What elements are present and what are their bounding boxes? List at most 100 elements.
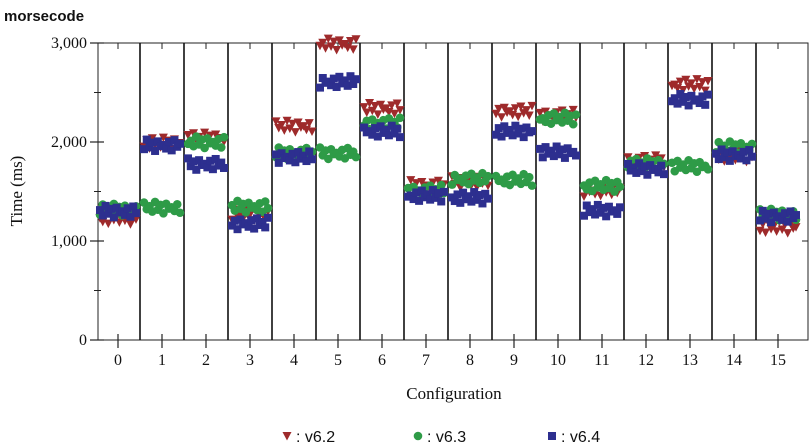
data-point-v6-2 bbox=[791, 223, 801, 232]
data-point-v6-2 bbox=[411, 179, 421, 188]
data-point-v6-4 bbox=[390, 129, 399, 138]
x-tick-label: 7 bbox=[422, 352, 430, 369]
x-tick-label: 15 bbox=[770, 352, 786, 369]
data-point-v6-4 bbox=[288, 149, 297, 158]
data-point-v6-2 bbox=[689, 84, 699, 94]
data-point-v6-4 bbox=[728, 147, 737, 156]
data-point-v6-4 bbox=[684, 101, 693, 110]
data-point-v6-4 bbox=[252, 214, 261, 223]
legend-marker-v6-2 bbox=[282, 432, 292, 441]
data-point-v6-4 bbox=[660, 170, 668, 179]
data-point-v6-2 bbox=[535, 108, 545, 118]
data-point-v6-4 bbox=[360, 123, 368, 132]
data-point-v6-4 bbox=[294, 148, 303, 157]
data-point-v6-4 bbox=[206, 156, 215, 165]
data-point-v6-4 bbox=[588, 205, 597, 214]
legend-marker-v6-3 bbox=[413, 431, 423, 441]
data-point-v6-2 bbox=[359, 103, 369, 112]
data-point-v6-4 bbox=[695, 99, 704, 108]
legend-label: : v6.3 bbox=[427, 429, 466, 446]
data-point-v6-2 bbox=[282, 116, 292, 126]
data-point-v6-2 bbox=[321, 44, 331, 53]
data-point-v6-2 bbox=[293, 118, 303, 128]
data-point-v6-4 bbox=[129, 202, 138, 211]
data-point-v6-4 bbox=[208, 165, 217, 174]
data-point-v6-4 bbox=[780, 209, 789, 218]
data-point-v6-2 bbox=[417, 177, 427, 187]
data-point-v6-2 bbox=[389, 109, 399, 119]
data-point-v6-4 bbox=[478, 199, 487, 208]
data-point-v6-4 bbox=[643, 170, 652, 179]
data-point-v6-4 bbox=[393, 124, 402, 133]
data-point-v6-2 bbox=[279, 126, 289, 135]
data-point-v6-4 bbox=[484, 194, 492, 203]
data-point-v6-4 bbox=[318, 74, 327, 83]
data-point-v6-4 bbox=[552, 142, 561, 151]
data-point-v6-3 bbox=[200, 143, 209, 153]
data-point-v6-4 bbox=[332, 83, 341, 92]
data-point-v6-4 bbox=[164, 137, 173, 146]
data-point-v6-3 bbox=[351, 152, 361, 162]
x-tick-label: 9 bbox=[510, 352, 518, 369]
data-point-v6-4 bbox=[264, 213, 272, 222]
data-point-v6-3 bbox=[263, 203, 273, 213]
data-point-v6-4 bbox=[756, 216, 764, 225]
x-tick-label: 0 bbox=[114, 352, 122, 369]
data-point-v6-4 bbox=[673, 99, 682, 108]
data-point-v6-4 bbox=[792, 211, 800, 220]
data-point-v6-4 bbox=[417, 186, 426, 195]
x-tick-label: 10 bbox=[550, 352, 566, 369]
data-point-v6-4 bbox=[387, 121, 396, 130]
data-point-v6-4 bbox=[272, 150, 280, 159]
data-point-v6-4 bbox=[120, 210, 129, 219]
data-point-v6-4 bbox=[508, 131, 517, 140]
data-point-v6-2 bbox=[125, 220, 135, 229]
data-point-v6-4 bbox=[184, 154, 192, 163]
data-point-v6-3 bbox=[395, 113, 405, 123]
data-point-v6-2 bbox=[541, 107, 551, 117]
data-point-v6-4 bbox=[736, 154, 745, 163]
chart-title: morsecode bbox=[4, 8, 84, 25]
data-point-v6-4 bbox=[604, 202, 613, 211]
data-point-v6-4 bbox=[714, 155, 723, 164]
data-point-v6-4 bbox=[596, 208, 605, 217]
data-point-v6-2 bbox=[579, 192, 589, 202]
data-point-v6-4 bbox=[511, 121, 520, 130]
data-point-v6-4 bbox=[261, 223, 270, 232]
data-point-v6-4 bbox=[176, 139, 184, 148]
data-point-v6-3 bbox=[216, 143, 226, 152]
data-point-v6-2 bbox=[376, 100, 386, 110]
data-point-v6-4 bbox=[189, 157, 198, 166]
data-point-v6-2 bbox=[513, 112, 523, 122]
data-point-v6-4 bbox=[346, 72, 355, 81]
data-point-v6-4 bbox=[580, 211, 588, 220]
data-point-v6-4 bbox=[654, 168, 663, 177]
data-point-v6-4 bbox=[555, 150, 564, 159]
data-point-v6-2 bbox=[527, 101, 537, 111]
data-point-v6-2 bbox=[183, 131, 193, 140]
x-tick-label: 14 bbox=[726, 352, 742, 369]
data-point-v6-2 bbox=[271, 117, 281, 126]
data-point-v6-3 bbox=[447, 180, 457, 189]
data-point-v6-4 bbox=[679, 97, 688, 106]
data-point-v6-2 bbox=[345, 36, 355, 46]
data-point-v6-4 bbox=[107, 204, 116, 213]
data-point-v6-2 bbox=[392, 99, 402, 109]
data-point-v6-2 bbox=[288, 119, 298, 129]
data-point-v6-4 bbox=[203, 163, 212, 172]
data-point-v6-2 bbox=[373, 110, 383, 119]
data-point-v6-4 bbox=[712, 149, 720, 158]
data-point-v6-4 bbox=[316, 83, 324, 92]
data-point-v6-2 bbox=[348, 45, 358, 54]
data-point-v6-4 bbox=[637, 167, 646, 176]
data-point-v6-2 bbox=[406, 176, 416, 185]
data-point-v6-4 bbox=[104, 209, 113, 218]
data-point-v6-4 bbox=[616, 203, 624, 212]
data-point-v6-4 bbox=[109, 213, 118, 222]
data-point-v6-4 bbox=[470, 188, 479, 197]
data-point-v6-4 bbox=[431, 193, 440, 202]
data-point-v6-4 bbox=[123, 204, 132, 213]
data-point-v6-4 bbox=[748, 152, 756, 161]
data-point-v6-2 bbox=[158, 133, 168, 143]
data-point-v6-4 bbox=[258, 217, 267, 226]
